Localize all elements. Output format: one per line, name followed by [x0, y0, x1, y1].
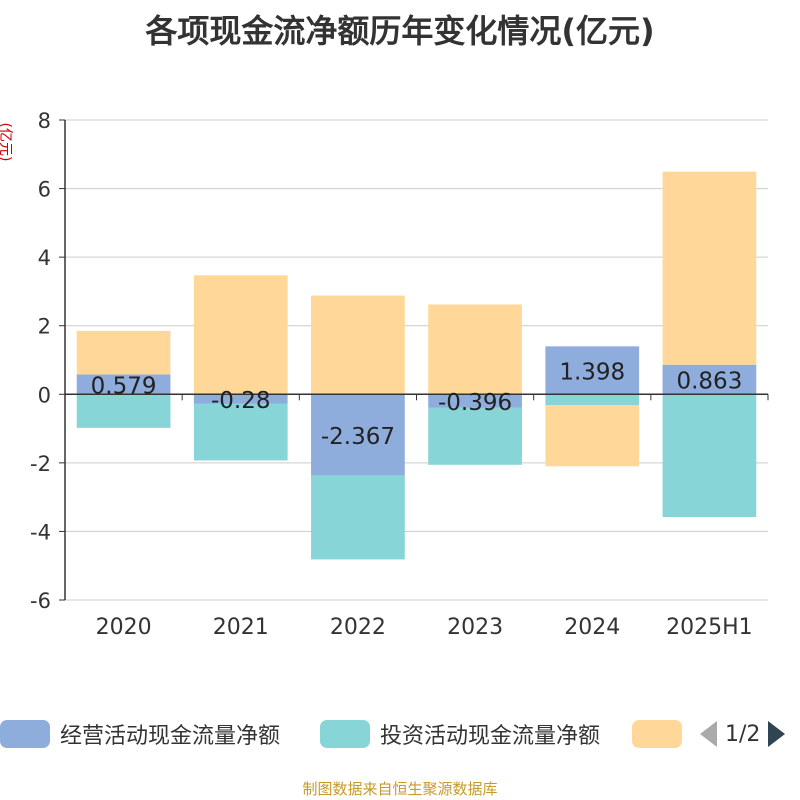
x-tick-label: 2024	[564, 615, 620, 640]
bar-series2-2021	[193, 275, 288, 395]
y-tick-label: 4	[38, 246, 51, 270]
x-tick-label: 2025H1	[666, 615, 753, 640]
legend-swatch-third	[632, 720, 682, 748]
bar-series0-2023	[428, 394, 522, 408]
bar-series0-2022	[311, 394, 405, 476]
bar-series2-2020	[76, 330, 171, 375]
pager-next-icon[interactable]	[768, 721, 786, 747]
bar-series0-2025H1	[662, 364, 757, 395]
legend-pager: 1/2	[700, 716, 786, 752]
bar-series0-2024	[545, 346, 640, 395]
bar-series1-2021	[193, 403, 288, 461]
bar-series2-2024	[545, 405, 640, 467]
y-tick-label: 6	[38, 178, 51, 202]
bar-series1-2023	[428, 407, 522, 465]
data-label: 1.398	[559, 359, 625, 385]
data-label: -0.28	[211, 388, 271, 414]
legend-label-operating: 经营活动现金流量净额	[60, 724, 281, 749]
chart-title: 各项现金流净额历年变化情况(亿元)	[145, 12, 655, 50]
x-tick-label: 2020	[96, 615, 152, 640]
data-label: 0.579	[91, 373, 157, 399]
legend: 经营活动现金流量净额 投资活动现金流量净额 1/2	[0, 716, 800, 752]
bar-series1-2020	[76, 394, 171, 428]
legend-item-investing[interactable]: 投资活动现金流量净额	[320, 716, 600, 752]
pager-text: 1/2	[725, 721, 761, 747]
y-tick-label: 8	[38, 109, 51, 133]
x-tick-label: 2022	[330, 615, 386, 640]
y-tick-label: -4	[30, 520, 51, 544]
data-label: -2.367	[321, 424, 395, 450]
x-tick-label: 2021	[213, 615, 269, 640]
y-tick-label: -2	[30, 452, 51, 476]
y-tick-label: 0	[38, 383, 51, 407]
bar-series1-2024	[545, 394, 640, 406]
source-footer: 制图数据来自恒生聚源数据库	[302, 780, 498, 798]
bar-series0-2021	[193, 394, 288, 404]
data-label: 0.863	[676, 368, 742, 394]
pager-prev-icon[interactable]	[700, 721, 717, 747]
y-tick-label: 2	[38, 315, 51, 339]
y-tick-label: -6	[30, 589, 51, 613]
bar-series0-2020	[76, 374, 171, 395]
bar-series1-2025H1	[662, 394, 757, 518]
legend-swatch-operating	[0, 720, 50, 748]
legend-swatch-investing	[320, 720, 370, 748]
bar-series1-2022	[311, 475, 405, 560]
data-label: -0.396	[438, 390, 512, 416]
bar-series2-2022	[311, 295, 405, 395]
x-tick-label: 2023	[447, 615, 503, 640]
legend-item-operating[interactable]: 经营活动现金流量净额	[0, 716, 280, 752]
bar-series2-2025H1	[662, 171, 757, 365]
y-axis-label: (亿元)	[0, 122, 13, 162]
bar-series2-2023	[428, 304, 522, 395]
legend-item-third[interactable]	[632, 716, 692, 752]
legend-label-investing: 投资活动现金流量净额	[380, 724, 601, 749]
